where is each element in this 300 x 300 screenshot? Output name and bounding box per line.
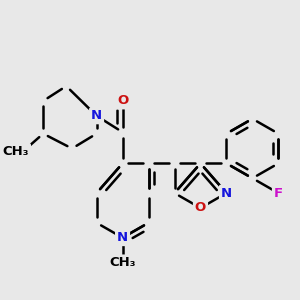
Text: O: O bbox=[195, 202, 206, 214]
Text: CH₃: CH₃ bbox=[2, 145, 29, 158]
Text: CH₃: CH₃ bbox=[109, 256, 136, 269]
Text: F: F bbox=[274, 187, 283, 200]
Text: N: N bbox=[221, 187, 232, 200]
Text: N: N bbox=[117, 231, 128, 244]
Text: N: N bbox=[91, 109, 102, 122]
Text: O: O bbox=[117, 94, 128, 107]
